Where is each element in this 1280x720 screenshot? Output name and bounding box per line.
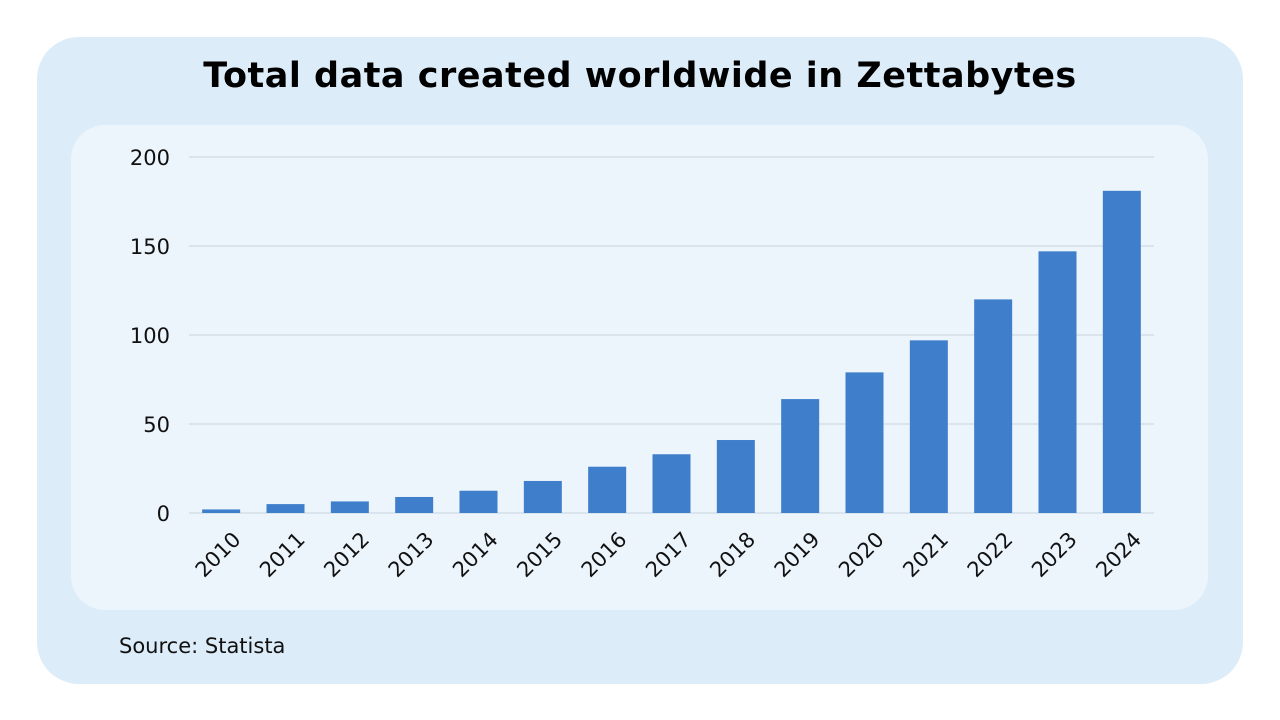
bar-2019	[781, 399, 820, 513]
x-tick-label-2017: 2017	[641, 527, 696, 582]
bar-2010	[202, 509, 241, 513]
source-note: Source: Statista	[119, 634, 286, 658]
x-tick-label-2023: 2023	[1027, 527, 1082, 582]
chart-panel	[71, 125, 1208, 610]
bar-2022	[974, 299, 1013, 513]
x-tick-label-2012: 2012	[319, 527, 374, 582]
y-axis-tick-labels: 0 50 100 150 200	[130, 146, 170, 526]
y-tick-label: 200	[130, 146, 170, 170]
x-tick-label-2019: 2019	[770, 527, 825, 582]
bar-2015	[523, 480, 562, 513]
y-tick-label: 50	[143, 413, 170, 437]
y-tick-label: 0	[157, 502, 170, 526]
x-tick-label-2020: 2020	[834, 527, 889, 582]
x-tick-label-2016: 2016	[577, 527, 632, 582]
bar-2012	[330, 501, 369, 513]
x-axis-tick-labels: 2010 2011 2012 2013 2014 2015 2016 2017 2018 2019…	[191, 527, 1146, 582]
y-tick-label: 100	[130, 324, 170, 348]
x-tick-label-2024: 2024	[1091, 527, 1146, 582]
x-tick-label-2013: 2013	[384, 527, 439, 582]
y-tick-label: 150	[130, 235, 170, 259]
bar-2024	[1102, 190, 1141, 513]
x-tick-label-2015: 2015	[512, 527, 567, 582]
x-tick-label-2022: 2022	[963, 527, 1018, 582]
bar-2021	[909, 340, 948, 513]
bar-2013	[395, 496, 434, 513]
x-tick-label-2021: 2021	[898, 527, 953, 582]
x-tick-label-2014: 2014	[448, 527, 503, 582]
x-tick-label-2018: 2018	[705, 527, 760, 582]
x-tick-label-2011: 2011	[255, 527, 310, 582]
bar-2017	[652, 454, 691, 513]
bar-2018	[716, 440, 755, 513]
bar-2016	[588, 466, 627, 513]
x-tick-label-2010: 2010	[191, 527, 246, 582]
chart-title: Total data created worldwide in Zettabyt…	[203, 56, 1077, 96]
bar-2023	[1038, 251, 1077, 513]
bar-2020	[845, 372, 884, 513]
bars	[202, 190, 1141, 513]
bar-2011	[266, 504, 305, 513]
bar-2014	[459, 490, 498, 513]
